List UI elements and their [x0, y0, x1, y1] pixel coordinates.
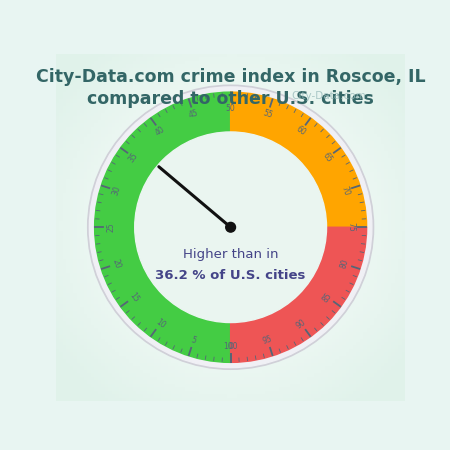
Text: 65: 65 [321, 151, 334, 164]
Text: 80: 80 [339, 258, 351, 270]
Text: 25: 25 [106, 222, 115, 232]
Text: 70: 70 [339, 184, 351, 197]
Text: 35: 35 [127, 151, 140, 164]
Wedge shape [94, 92, 230, 362]
Text: 40: 40 [153, 124, 166, 137]
Text: 10: 10 [153, 317, 166, 330]
Text: 20: 20 [111, 258, 122, 270]
Text: 60: 60 [295, 124, 308, 137]
Circle shape [90, 87, 372, 368]
Text: City-Data.com crime index in Roscoe, IL: City-Data.com crime index in Roscoe, IL [36, 68, 425, 86]
Text: 50: 50 [226, 104, 235, 112]
Text: 90: 90 [295, 317, 308, 330]
Text: 85: 85 [321, 291, 334, 304]
Circle shape [88, 85, 374, 369]
Text: 0: 0 [228, 342, 233, 351]
Text: 45: 45 [188, 108, 200, 120]
Circle shape [135, 132, 327, 323]
Text: 75: 75 [346, 222, 355, 232]
Wedge shape [230, 227, 367, 362]
Text: 100: 100 [223, 342, 238, 351]
Text: City-Data.com: City-Data.com [291, 90, 366, 101]
Text: Higher than in: Higher than in [183, 248, 279, 261]
Wedge shape [230, 92, 367, 227]
Text: 15: 15 [127, 291, 140, 304]
Text: 5: 5 [190, 336, 197, 346]
Circle shape [226, 222, 235, 232]
Text: 30: 30 [111, 184, 122, 197]
Text: 95: 95 [261, 335, 274, 346]
Text: 36.2 % of U.S. cities: 36.2 % of U.S. cities [155, 269, 306, 282]
Text: compared to other U.S. cities: compared to other U.S. cities [87, 90, 374, 108]
Text: 55: 55 [261, 108, 274, 120]
